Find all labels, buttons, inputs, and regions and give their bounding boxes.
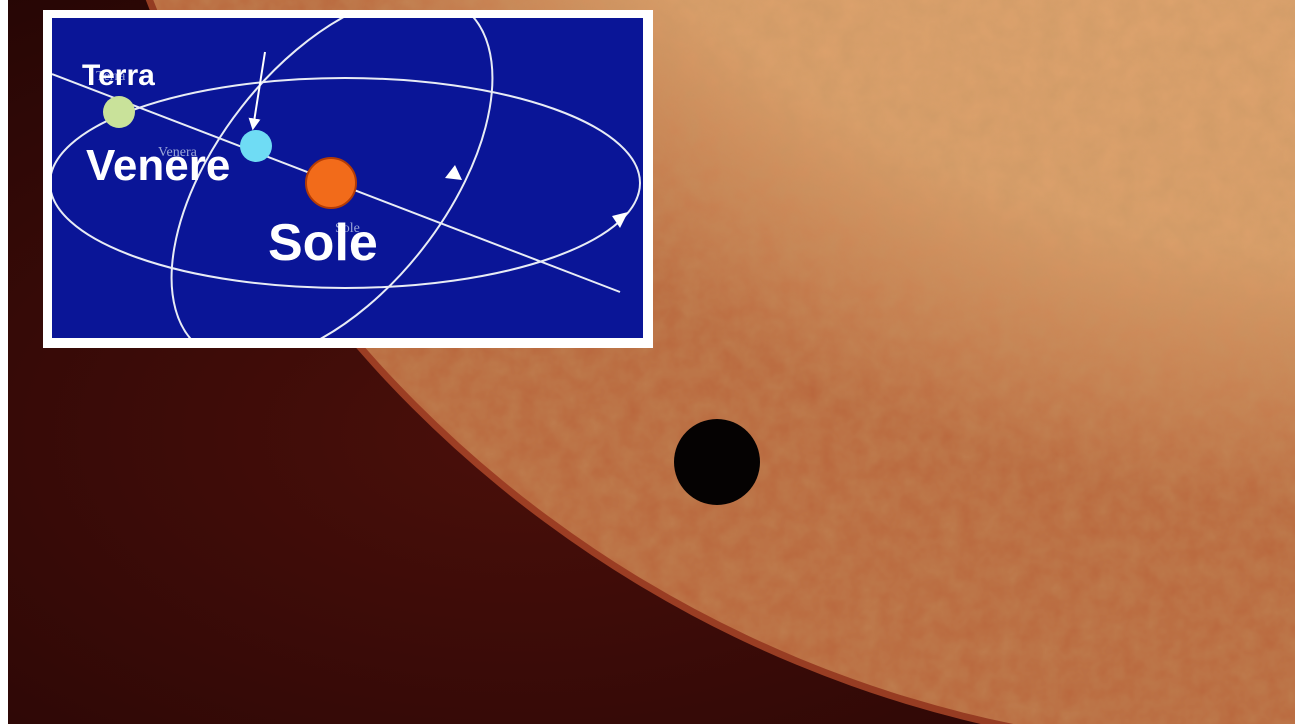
faint-label: Sole bbox=[335, 221, 360, 236]
faint-label: Venera bbox=[158, 145, 198, 160]
inset-clip bbox=[52, 18, 641, 338]
earth-dot bbox=[103, 96, 135, 128]
venus-orbit bbox=[170, 18, 494, 338]
faint-label: Terra bbox=[96, 69, 126, 84]
orbit-arrow bbox=[445, 165, 462, 180]
earth-label: Terra bbox=[82, 59, 155, 92]
edge bbox=[0, 0, 8, 724]
sun-label: Sole bbox=[268, 214, 378, 272]
earth-orbit bbox=[52, 77, 641, 289]
inset: Terra Venera Sole Terra Venere Sole bbox=[43, 10, 653, 348]
venus-label: Venere bbox=[86, 141, 230, 190]
pointer-arrow bbox=[248, 51, 266, 131]
orbit-arrow bbox=[612, 212, 628, 228]
venus-disk bbox=[674, 419, 760, 505]
sun-dot bbox=[305, 157, 357, 209]
venus-dot bbox=[240, 130, 272, 162]
